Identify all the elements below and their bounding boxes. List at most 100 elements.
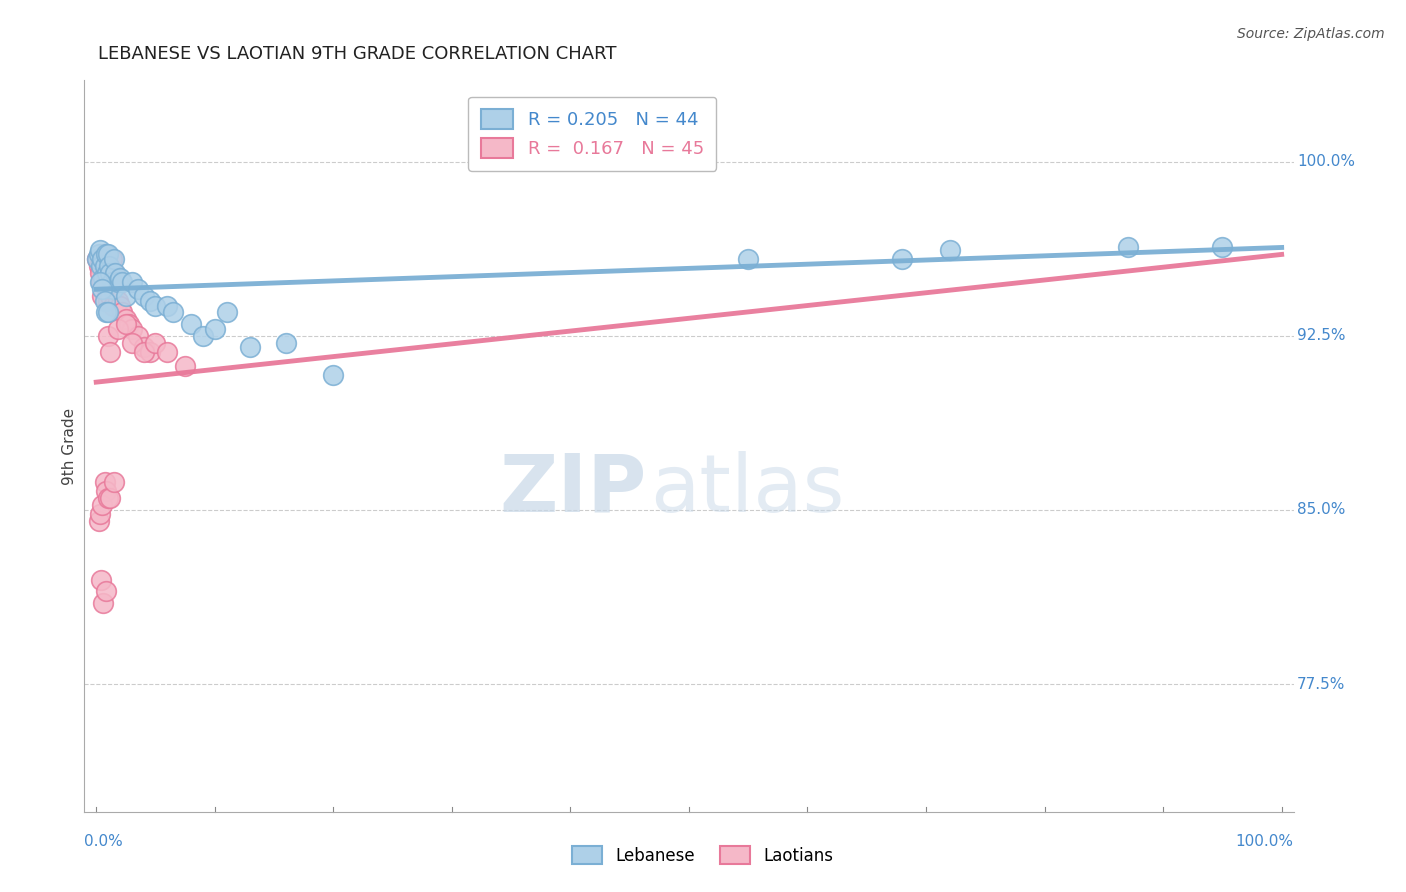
Text: 77.5%: 77.5% <box>1298 676 1346 691</box>
Point <box>215 305 238 319</box>
Y-axis label: 9th Grade: 9th Grade <box>62 408 77 484</box>
Point <box>94 584 117 599</box>
Text: 0.0%: 0.0% <box>84 834 124 848</box>
Point <box>91 289 114 303</box>
Point <box>100 266 122 280</box>
Point <box>115 317 138 331</box>
Point <box>107 322 129 336</box>
Point <box>100 345 122 359</box>
Point <box>180 317 202 331</box>
Point <box>107 293 129 308</box>
Text: 92.5%: 92.5% <box>1298 328 1346 343</box>
Point <box>322 368 344 383</box>
Point <box>87 247 110 261</box>
Point <box>89 508 111 522</box>
Point <box>93 247 115 261</box>
Point <box>891 252 914 266</box>
Point <box>111 305 134 319</box>
Point <box>111 275 134 289</box>
Point <box>108 270 131 285</box>
Point <box>94 484 117 499</box>
Point <box>93 293 115 308</box>
Legend: Lebanese, Laotians: Lebanese, Laotians <box>562 836 844 875</box>
Point <box>97 305 120 319</box>
Point <box>274 335 297 350</box>
Point <box>127 282 149 296</box>
Point <box>115 289 138 303</box>
Point <box>100 289 122 303</box>
Point <box>121 322 143 336</box>
Point <box>91 282 114 296</box>
Point <box>103 252 125 266</box>
Point <box>162 305 184 319</box>
Point <box>174 359 197 373</box>
Point <box>156 299 179 313</box>
Point <box>132 340 155 354</box>
Point <box>118 317 141 331</box>
Point <box>100 252 122 266</box>
Point <box>89 275 111 289</box>
Point <box>89 243 111 257</box>
Point <box>191 328 214 343</box>
Point <box>93 259 115 273</box>
Point <box>97 293 120 308</box>
Point <box>97 328 120 343</box>
Point <box>98 259 121 273</box>
Point <box>90 573 112 587</box>
Point <box>87 259 110 273</box>
Point <box>91 596 114 610</box>
Point <box>138 293 160 308</box>
Point <box>96 266 118 280</box>
Point <box>145 299 167 313</box>
Point <box>97 491 120 506</box>
Text: atlas: atlas <box>650 450 845 529</box>
Point <box>100 275 122 289</box>
Point <box>86 252 108 266</box>
Point <box>91 270 114 285</box>
Point <box>138 345 160 359</box>
Point <box>132 345 155 359</box>
Point <box>104 266 127 280</box>
Point <box>121 275 143 289</box>
Point <box>104 282 127 296</box>
Point <box>239 340 262 354</box>
Text: 100.0%: 100.0% <box>1298 154 1355 169</box>
Point <box>91 498 114 512</box>
Point <box>94 305 117 319</box>
Point <box>86 252 108 266</box>
Point <box>94 247 117 261</box>
Point <box>89 266 111 280</box>
Point <box>737 252 759 266</box>
Point <box>115 312 138 326</box>
Text: Source: ZipAtlas.com: Source: ZipAtlas.com <box>1237 27 1385 41</box>
Point <box>132 289 155 303</box>
Text: 85.0%: 85.0% <box>1298 502 1346 517</box>
Point <box>127 328 149 343</box>
Point <box>103 266 125 280</box>
Point <box>96 282 118 296</box>
Point <box>87 515 110 529</box>
Point <box>107 275 129 289</box>
Point <box>103 475 125 489</box>
Point <box>91 252 114 266</box>
Point <box>98 275 121 289</box>
Point <box>90 275 112 289</box>
Point <box>94 270 117 285</box>
Point <box>101 299 124 313</box>
Point <box>121 335 143 350</box>
Legend: R = 0.205   N = 44, R =  0.167   N = 45: R = 0.205 N = 44, R = 0.167 N = 45 <box>468 96 717 170</box>
Point <box>90 259 112 273</box>
Point <box>938 243 960 257</box>
Point <box>108 299 131 313</box>
Point <box>156 345 179 359</box>
Point <box>91 252 114 266</box>
Point <box>101 282 124 296</box>
Text: 100.0%: 100.0% <box>1236 834 1294 848</box>
Point <box>93 475 115 489</box>
Point <box>100 491 122 506</box>
Point <box>204 322 226 336</box>
Point <box>97 247 120 261</box>
Point <box>145 335 167 350</box>
Text: LEBANESE VS LAOTIAN 9TH GRADE CORRELATION CHART: LEBANESE VS LAOTIAN 9TH GRADE CORRELATIO… <box>98 45 617 62</box>
Text: ZIP: ZIP <box>499 450 647 529</box>
